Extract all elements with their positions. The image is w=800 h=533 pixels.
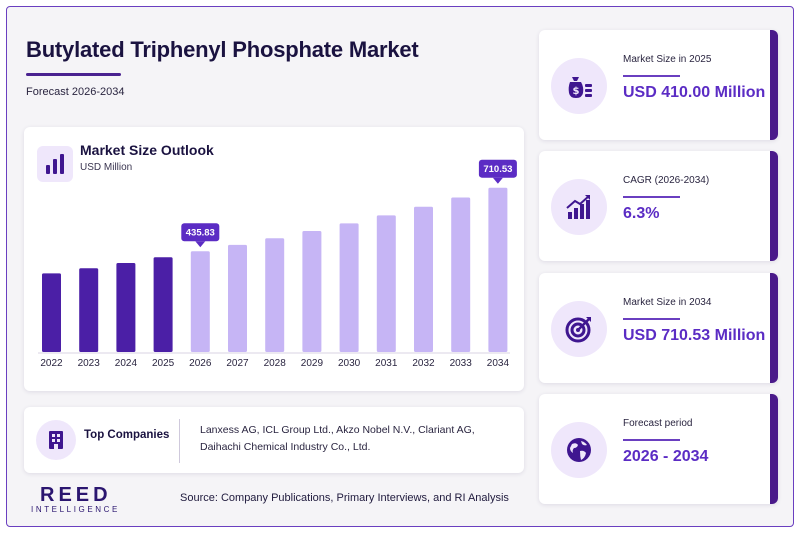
- stat-card-forecast-period: Forecast period 2026 - 2034: [539, 394, 778, 504]
- value-callout-2026: 435.83: [181, 223, 220, 248]
- x-tick-label: 2033: [450, 358, 473, 369]
- globe-icon: [551, 422, 607, 478]
- x-tick-label: 2034: [487, 358, 510, 369]
- bar-2022: [42, 273, 61, 352]
- stat-card-cagr: CAGR (2026-2034) 6.3%: [539, 151, 778, 261]
- card-accent: [770, 273, 778, 383]
- stat-value: USD 710.53 Million: [623, 327, 766, 344]
- stat-rule: [623, 196, 680, 198]
- bar-chart-icon: [37, 146, 73, 182]
- bar-chart: 2022 2023 2024 2025 2026 435.83 2027 2028 2029 20…: [38, 159, 517, 369]
- chart-title: Market Size Outlook: [80, 142, 214, 158]
- bar-2026: [190, 251, 210, 352]
- stat-label: Forecast period: [623, 418, 693, 429]
- value-callout-label: 710.53: [483, 164, 512, 175]
- logo-wordmark: REED: [40, 484, 112, 506]
- bar-2033: [451, 197, 471, 352]
- svg-text:$: $: [573, 86, 580, 97]
- stat-value: 2026 - 2034: [623, 448, 709, 465]
- x-tick-label: 2031: [375, 358, 398, 369]
- top-companies-list: Lanxess AG, ICL Group Ltd., Akzo Nobel N…: [200, 424, 475, 453]
- x-tick-label: 2025: [152, 358, 175, 369]
- stat-rule: [623, 439, 680, 441]
- value-callout-2034: 710.53: [478, 159, 517, 184]
- source-note: Source: Company Publications, Primary In…: [180, 492, 509, 504]
- chart-card: Market Size Outlook USD Million 2022 2023…: [24, 127, 524, 391]
- growth-chart-icon: [551, 179, 607, 235]
- stat-value: USD 410.00 Million: [623, 84, 766, 101]
- bar-2030: [339, 223, 359, 352]
- chart-unit-label: USD Million: [80, 162, 133, 173]
- target-icon: [551, 301, 607, 357]
- x-tick-label: 2023: [78, 358, 101, 369]
- bar-2032: [414, 206, 433, 352]
- stat-card-market-size-2025: $ Market Size in 2025 USD 410.00 Million: [539, 30, 778, 140]
- card-accent: [770, 394, 778, 504]
- stat-rule: [623, 75, 680, 77]
- logo-tagline: INTELLIGENCE: [31, 505, 120, 514]
- x-tick-label: 2028: [264, 358, 287, 369]
- x-tick-label: 2026: [189, 358, 212, 369]
- top-companies-title: Top Companies: [84, 429, 170, 441]
- bar-2024: [116, 262, 136, 352]
- title-underline: [26, 73, 121, 76]
- stat-rule: [623, 318, 680, 320]
- x-tick-label: 2029: [301, 358, 324, 369]
- stat-label: Market Size in 2025: [623, 54, 712, 65]
- stat-card-market-size-2034: Market Size in 2034 USD 710.53 Million: [539, 273, 778, 383]
- x-tick-label: 2027: [226, 358, 249, 369]
- bar-2029: [302, 231, 322, 352]
- building-icon: [36, 420, 76, 460]
- page-title: Butylated Triphenyl Phosphate Market: [26, 37, 419, 62]
- value-callout-label: 435.83: [186, 228, 215, 239]
- card-accent: [770, 30, 778, 140]
- divider: [179, 419, 180, 463]
- bar-2031: [376, 215, 396, 352]
- stat-label: Market Size in 2034: [623, 297, 712, 308]
- bar-2025: [153, 257, 173, 352]
- stat-label: CAGR (2026-2034): [623, 175, 710, 186]
- x-tick-label: 2032: [412, 358, 435, 369]
- x-tick-label: 2022: [40, 358, 63, 369]
- bar-2028: [265, 238, 285, 352]
- bar-2023: [79, 268, 99, 352]
- x-tick-label: 2024: [115, 358, 138, 369]
- bar-2034: [488, 187, 508, 352]
- stat-value: 6.3%: [623, 205, 660, 222]
- card-accent: [770, 151, 778, 261]
- forecast-subtitle: Forecast 2026-2034: [26, 86, 125, 98]
- x-tick-label: 2030: [338, 358, 361, 369]
- money-bag-icon: $: [551, 58, 607, 114]
- bar-2027: [228, 244, 247, 352]
- top-companies-card: Top Companies Lanxess AG, ICL Group Ltd.…: [24, 407, 524, 473]
